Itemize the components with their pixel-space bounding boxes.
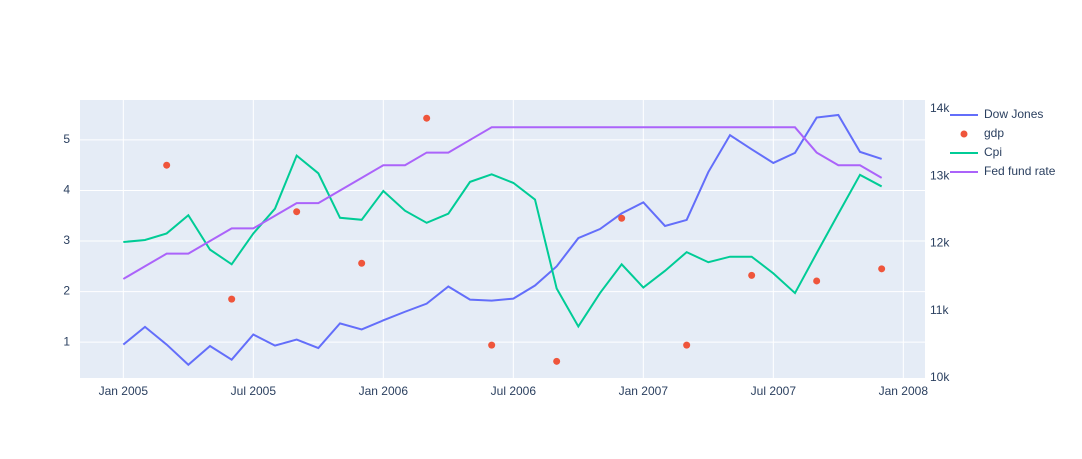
x-tick-label: Jul 2005 [231, 384, 277, 398]
y-tick-label: 3 [63, 233, 70, 247]
point [878, 265, 886, 273]
point [813, 277, 821, 285]
point [293, 208, 301, 216]
line [122, 113, 882, 367]
point [228, 295, 236, 303]
y2-tick-label: 13k [930, 168, 950, 182]
y2-tick-label: 10k [930, 370, 950, 384]
y2-tick-label: 14k [930, 101, 950, 115]
x-tick-label: Jul 2007 [751, 384, 797, 398]
x-tick-label: Jan 2005 [99, 384, 149, 398]
legend-label: Fed fund rate [984, 164, 1056, 178]
point [748, 271, 756, 279]
x-tick-label: Jan 2008 [879, 384, 929, 398]
point [683, 341, 691, 349]
point [488, 341, 496, 349]
legend-label: gdp [984, 126, 1004, 140]
y-tick-label: 5 [63, 132, 70, 146]
point [423, 114, 431, 122]
y-tick-label: 2 [63, 284, 70, 298]
plot-background [80, 100, 925, 378]
legend-label: Dow Jones [984, 107, 1043, 121]
y2-tick-label: 11k [930, 303, 949, 317]
legend-label: Cpi [984, 145, 1002, 159]
x-tick-label: Jul 2006 [491, 384, 537, 398]
x-tick-label: Jan 2007 [619, 384, 669, 398]
point [618, 214, 626, 222]
line [122, 126, 883, 280]
point [163, 161, 171, 169]
point [553, 357, 561, 365]
legend-symbol [960, 130, 968, 138]
point [358, 259, 366, 267]
y-tick-label: 4 [63, 183, 70, 197]
x-tick-label: Jan 2006 [359, 384, 409, 398]
line [123, 153, 883, 329]
y-tick-label: 1 [63, 334, 70, 348]
grid [80, 100, 925, 378]
y2-tick-label: 12k [930, 236, 950, 250]
